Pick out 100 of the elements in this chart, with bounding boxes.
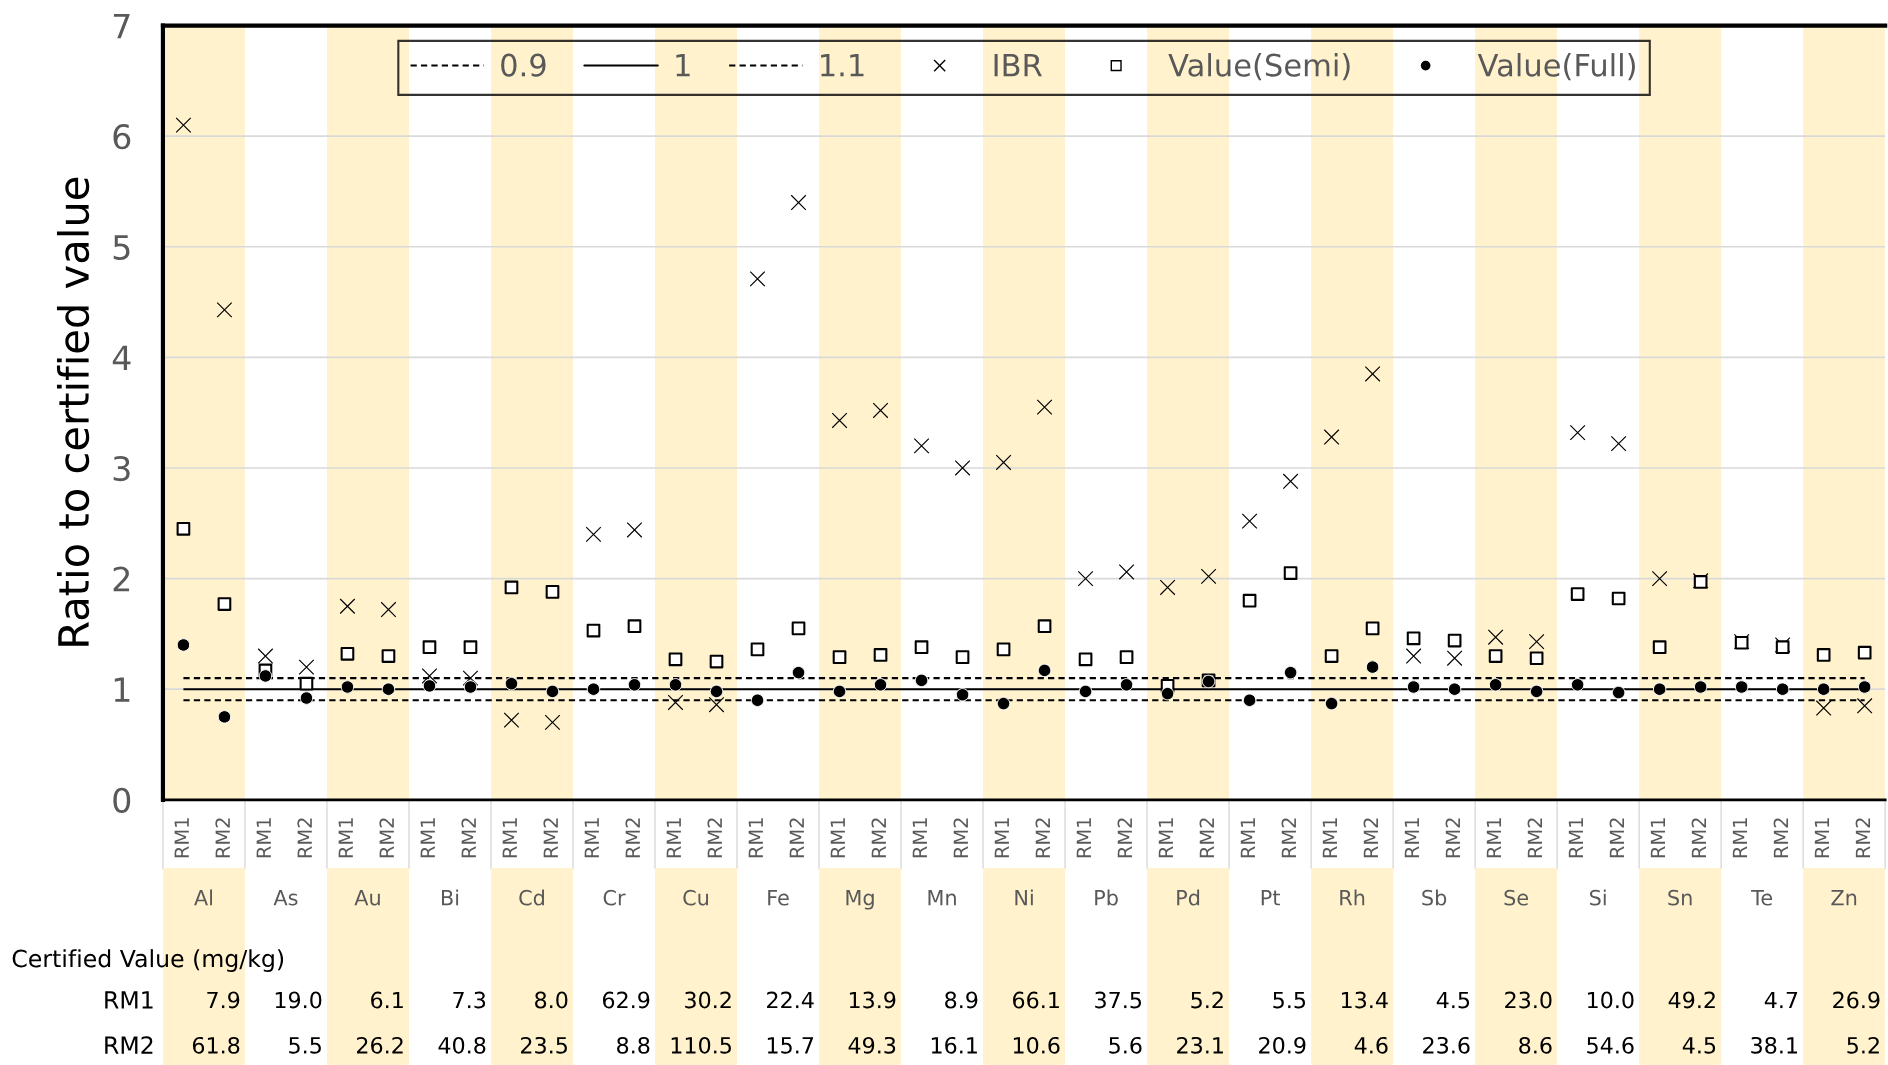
x-tick-label: RM1 xyxy=(1076,818,1091,858)
text: 13.4 xyxy=(1341,991,1388,1009)
category-label: Au xyxy=(354,890,380,906)
x-tick-label: RM1 xyxy=(1486,818,1501,858)
text: 5.2 xyxy=(1847,1036,1879,1054)
text: 37.5 xyxy=(1095,991,1142,1009)
category-label: Rh xyxy=(1340,889,1365,906)
x-tick-label: RM2 xyxy=(1609,818,1624,858)
x-tick-label: RM2 xyxy=(1199,818,1214,858)
category-label: Si xyxy=(1590,889,1606,906)
text: 54.6 xyxy=(1587,1036,1634,1054)
category-label: Mg xyxy=(846,890,874,910)
x-tick-label: RM2 xyxy=(1445,818,1460,858)
x-tick-label: RM2 xyxy=(297,818,312,858)
x-tick-label: RM2 xyxy=(789,818,804,858)
text: 5.6 xyxy=(1109,1036,1142,1054)
x-tick-label: RM1 xyxy=(420,818,435,858)
text: 23.5 xyxy=(521,1036,567,1054)
legend-label: 0.9 xyxy=(501,53,546,77)
x-tick-label: RM1 xyxy=(912,818,927,858)
text: 5.2 xyxy=(1191,991,1223,1009)
text: 8.6 xyxy=(1519,1036,1552,1054)
category-label: Te xyxy=(1751,890,1773,906)
x-tick-label: RM2 xyxy=(707,818,722,858)
x-tick-label: RM1 xyxy=(502,818,517,858)
text: 22.4 xyxy=(767,991,814,1009)
x-tick-label: RM2 xyxy=(1117,818,1132,858)
category-label: Bi xyxy=(441,889,459,906)
text: 61.8 xyxy=(192,1036,240,1054)
category-label: Sb xyxy=(1422,889,1447,906)
legend-label: Value(Semi) xyxy=(1168,53,1350,81)
text: 4.6 xyxy=(1354,1036,1388,1054)
text: 7.3 xyxy=(453,991,486,1009)
x-tick-label: RM2 xyxy=(461,818,476,858)
x-tick-label: RM2 xyxy=(1363,818,1378,858)
text: 4.7 xyxy=(1764,991,1798,1009)
x-tick-label: RM1 xyxy=(748,818,763,858)
x-tick-label: RM2 xyxy=(1281,818,1296,858)
y-tick-label: 7 xyxy=(113,13,130,39)
text: 19.0 xyxy=(275,991,322,1009)
category-label: Cd xyxy=(519,889,544,906)
category-label: Cr xyxy=(603,889,626,906)
x-tick-label: RM2 xyxy=(215,818,230,858)
x-tick-label: RM1 xyxy=(174,818,189,858)
y-tick-label: 1 xyxy=(114,677,130,702)
y-axis-title: Ratio to certified value xyxy=(56,177,90,646)
x-tick-label: RM1 xyxy=(1732,818,1748,858)
category-label: Se xyxy=(1504,889,1529,906)
text: 4.5 xyxy=(1682,1037,1716,1054)
category-label: Ni xyxy=(1015,889,1033,906)
text: 62.9 xyxy=(602,991,650,1009)
y-tick-label: 5 xyxy=(113,235,130,260)
legend-label: IBR xyxy=(994,54,1042,77)
x-tick-label: RM2 xyxy=(1527,818,1542,858)
x-tick-label: RM2 xyxy=(543,818,558,858)
x-tick-label: RM1 xyxy=(830,818,845,858)
text: 10.6 xyxy=(1013,1036,1060,1054)
text: 30.2 xyxy=(685,991,731,1009)
text: 5.5 xyxy=(1273,991,1306,1009)
x-tick-label: RM2 xyxy=(625,818,640,858)
y-tick-label: 6 xyxy=(113,124,131,150)
text: 40.8 xyxy=(438,1036,486,1054)
category-label: As xyxy=(273,890,298,906)
category-label: Mn xyxy=(928,890,956,906)
y-tick-label: 3 xyxy=(113,455,130,482)
text: 5.5 xyxy=(289,1037,321,1054)
text: 6.1 xyxy=(371,991,403,1009)
text: 8.9 xyxy=(945,991,978,1009)
category-label: Fe xyxy=(768,890,789,906)
x-tick-label: RM1 xyxy=(1568,818,1583,858)
x-tick-label: RM1 xyxy=(584,818,599,858)
category-label: Sn xyxy=(1668,889,1692,906)
category-label: Cu xyxy=(683,889,708,906)
x-tick-label: RM1 xyxy=(1404,818,1419,858)
x-tick-label: RM1 xyxy=(666,818,681,858)
x-tick-label: RM1 xyxy=(1240,818,1255,858)
x-tick-label: RM1 xyxy=(1158,818,1173,858)
x-tick-label: RM2 xyxy=(1855,818,1871,858)
text: 13.9 xyxy=(849,991,896,1009)
text: 8.0 xyxy=(535,991,568,1009)
text: 23.1 xyxy=(1177,1036,1223,1054)
x-tick-label: RM1 xyxy=(256,818,271,858)
x-tick-label: RM1 xyxy=(1814,818,1830,858)
text: 7.9 xyxy=(207,991,240,1009)
x-tick-label: RM1 xyxy=(994,818,1009,858)
text: 23.6 xyxy=(1423,1036,1470,1054)
y-tick-label: 0 xyxy=(113,787,131,813)
category-label: RM1 xyxy=(105,991,153,1009)
text: 15.7 xyxy=(767,1037,814,1054)
category-label: Pd xyxy=(1177,889,1200,906)
y-tick-label: 4 xyxy=(112,345,131,371)
text: 10.0 xyxy=(1588,991,1634,1009)
text: Certified Value (mg/kg) xyxy=(12,949,284,972)
y-tick-label: 2 xyxy=(113,566,130,592)
x-tick-label: RM2 xyxy=(379,818,394,858)
legend-label: Value(Full) xyxy=(1477,53,1635,81)
x-tick-label: RM1 xyxy=(338,818,353,858)
x-tick-label: RM2 xyxy=(1035,818,1050,858)
category-label: Al xyxy=(194,889,213,906)
text: 26.9 xyxy=(1833,991,1880,1009)
